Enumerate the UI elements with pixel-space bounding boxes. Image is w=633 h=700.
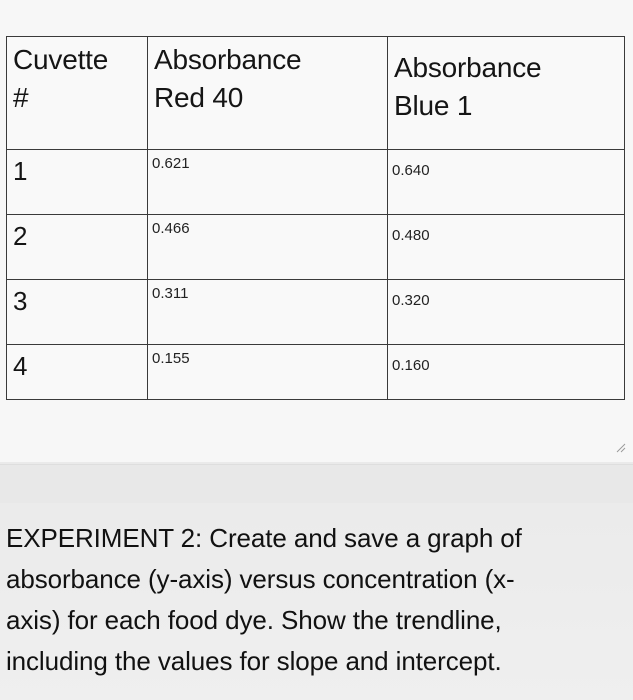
table-row: 2 0.466 0.480 [6,214,625,280]
cell-blue1[interactable]: 0.160 [387,344,625,400]
table-header-row: Cuvette # Absorbance Red 40 Absorbance B… [6,36,625,150]
instruction-line: axis) for each food dye. Show the trendl… [6,605,502,635]
cuvette-number: 4 [13,351,28,381]
instruction-line: absorbance (y-axis) versus concentration… [6,564,515,594]
cell-blue1[interactable]: 0.320 [387,279,625,345]
red40-absorbance: 0.466 [152,220,190,237]
header-red40-line2: Red 40 [154,82,244,113]
table-row: 3 0.311 0.320 [6,279,625,345]
cell-red40[interactable]: 0.466 [147,214,388,280]
header-red40-line1: Absorbance [154,44,302,75]
header-cuvette-line2: # [13,82,29,113]
blue1-absorbance: 0.160 [392,357,430,374]
cell-cuvette[interactable]: 4 [6,344,148,400]
resize-grip-icon[interactable] [614,440,626,453]
header-cell-blue1[interactable]: Absorbance Blue 1 [387,36,625,150]
cell-red40[interactable]: 0.155 [147,344,388,400]
cuvette-number: 1 [13,156,28,186]
red40-absorbance: 0.621 [152,155,190,172]
cell-blue1[interactable]: 0.640 [387,149,625,215]
header-cell-red40[interactable]: Absorbance Red 40 [147,36,388,150]
cell-cuvette[interactable]: 1 [6,149,148,215]
red40-absorbance: 0.155 [152,350,190,367]
absorbance-table: Cuvette # Absorbance Red 40 Absorbance B… [6,36,625,400]
blue1-absorbance: 0.640 [392,162,430,179]
cell-cuvette[interactable]: 2 [6,214,148,280]
header-cell-cuvette[interactable]: Cuvette # [6,36,148,150]
section-divider [0,464,633,503]
blue1-absorbance: 0.480 [392,227,430,244]
header-blue1-line2: Blue 1 [394,90,473,121]
instruction-line: EXPERIMENT 2: Create and save a graph of [6,523,522,553]
cuvette-number: 3 [13,286,28,316]
answer-editor[interactable]: Cuvette # Absorbance Red 40 Absorbance B… [0,0,633,462]
experiment-2-instructions: EXPERIMENT 2: Create and save a graph of… [6,518,630,682]
blue1-absorbance: 0.320 [392,292,430,309]
table-row: 1 0.621 0.640 [6,149,625,215]
red40-absorbance: 0.311 [152,285,189,302]
cell-cuvette[interactable]: 3 [6,279,148,345]
cell-red40[interactable]: 0.311 [147,279,388,345]
header-cuvette-line1: Cuvette [13,44,109,75]
cuvette-number: 2 [13,221,28,251]
header-blue1-line1: Absorbance [394,52,542,83]
absorbance-table-container: Cuvette # Absorbance Red 40 Absorbance B… [6,36,625,400]
cell-red40[interactable]: 0.621 [147,149,388,215]
cell-blue1[interactable]: 0.480 [387,214,625,280]
instruction-line: including the values for slope and inter… [6,646,502,676]
table-row: 4 0.155 0.160 [6,344,625,400]
